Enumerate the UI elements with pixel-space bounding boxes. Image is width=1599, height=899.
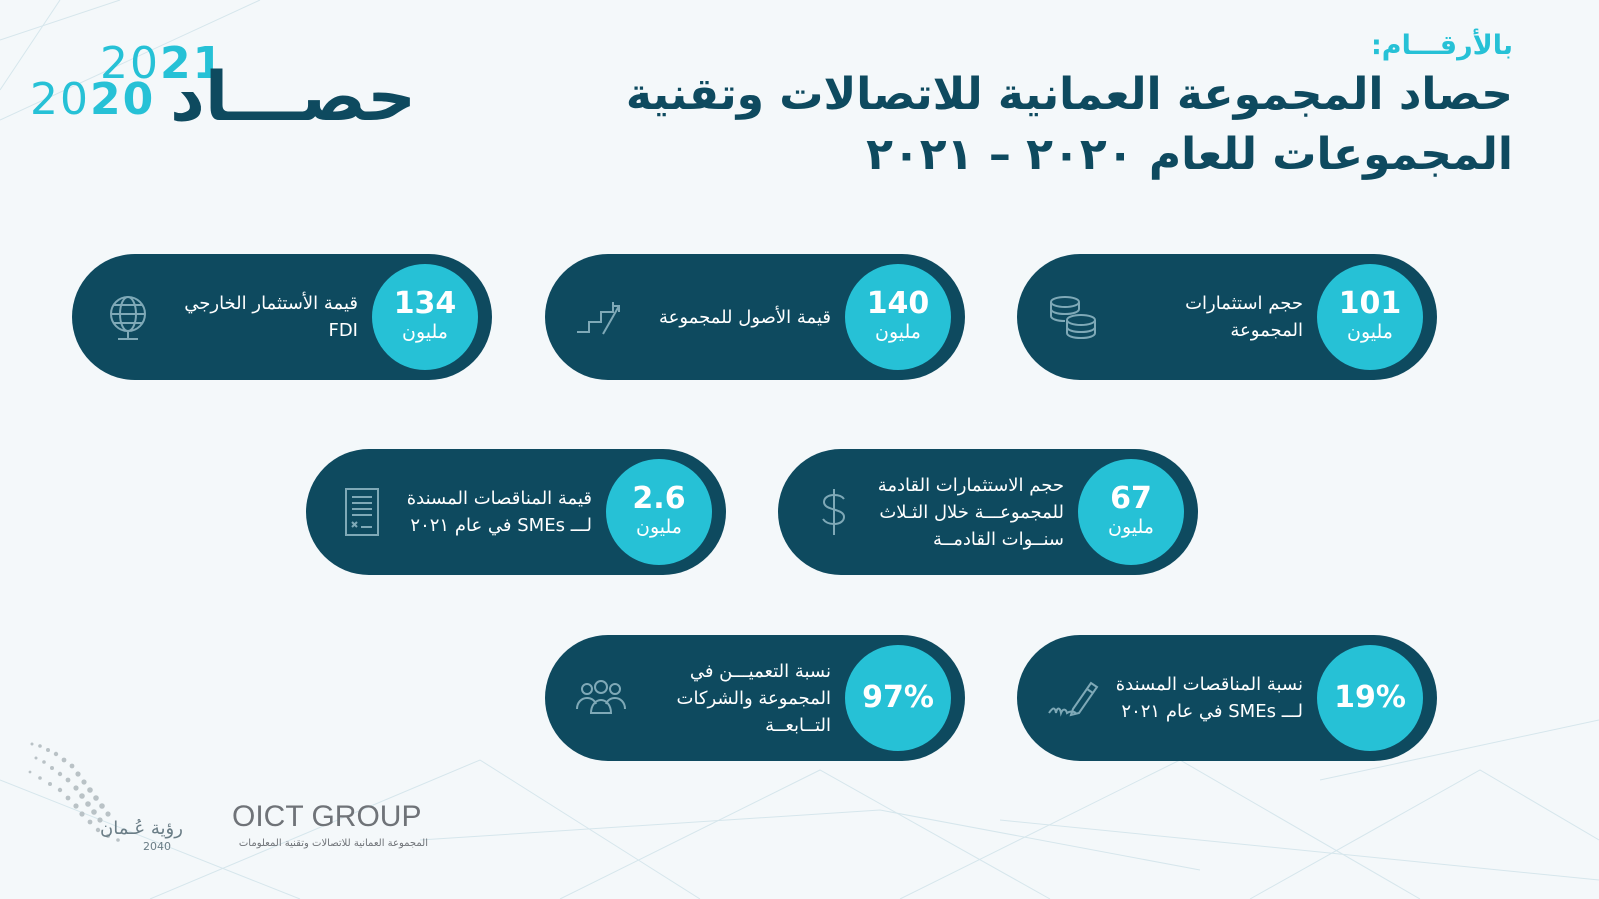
stat-circle: 134 مليون	[372, 264, 478, 370]
logo-word: حصـــاد	[170, 58, 417, 137]
stat-circle: 97%	[845, 645, 951, 751]
stat-circle: 67 مليون	[1078, 459, 1184, 565]
vision-year: 2040	[143, 840, 171, 853]
stat-circle: 19%	[1317, 645, 1423, 751]
stat-card-sme-tenders-value: 2.6 مليون قيمة المناقصات المسندة لـــ SM…	[306, 449, 726, 575]
stat-desc-line: المجموعة	[1230, 320, 1303, 341]
page-title-line2: المجموعات للعام ٢٠٢٠ – ٢٠٢١	[866, 129, 1513, 180]
stat-desc-line: لـــ SMEs في عام ٢٠٢١	[410, 515, 592, 536]
stat-value: 97%	[862, 680, 934, 715]
growth-stairs-icon	[573, 292, 629, 342]
page-title-line1: حصاد المجموعة العمانية للاتصالات وتقنية	[625, 69, 1513, 120]
stat-card-fdi: 134 مليون قيمة الأستثمار الخارجي FDI	[72, 254, 492, 380]
document-icon	[334, 487, 390, 537]
stat-description: حجم استثمارات المجموعة	[1073, 254, 1303, 380]
stat-description: قيمة المناقصات المسندة لـــ SMEs في عام …	[362, 449, 592, 575]
stat-value: 19%	[1334, 680, 1406, 715]
globe-icon	[100, 292, 156, 342]
stat-card-sme-tenders-ratio: 19% نسبة المناقصات المسندة لـــ SMEs في …	[1017, 635, 1437, 761]
stat-desc-line: المجموعة والشركات	[676, 687, 832, 709]
signature-pen-icon	[1045, 673, 1101, 723]
stat-desc-line: نسبة التعميـــن في	[689, 660, 831, 682]
stat-unit: مليون	[402, 321, 448, 343]
stat-value: 134	[393, 286, 457, 321]
stat-value: 140	[866, 286, 930, 321]
oman-vision-2040-logo	[28, 742, 120, 842]
stat-description: قيمة الأستثمار الخارجي FDI	[128, 254, 358, 380]
stat-desc-line: قيمة المناقصات المسندة	[406, 488, 592, 509]
company-logo-text: OICT GROUP	[232, 800, 422, 833]
stat-description: قيمة الأصول للمجموعة	[601, 254, 831, 380]
hasad-logo: 2021 2020 حصـــاد	[30, 38, 416, 148]
stat-card-upcoming-investments: 67 مليون حجم الاستثمارات القادمة للمجموع…	[778, 449, 1198, 575]
stat-value: 2.6	[632, 481, 686, 516]
stat-desc-line: حجم الاستثمارات القادمة	[877, 474, 1064, 496]
people-group-icon	[573, 673, 629, 723]
stat-unit: مليون	[1108, 516, 1154, 538]
stat-card-group-investments: 101 مليون حجم استثمارات المجموعة	[1017, 254, 1437, 380]
stat-desc-line: حجم استثمارات	[1185, 293, 1303, 314]
company-subtitle: المجموعة العمانية للاتصالات وتقنية المعل…	[238, 838, 428, 849]
stat-desc-line: قيمة الأصول للمجموعة	[658, 306, 831, 328]
logo-year-2020: 2020	[30, 74, 156, 125]
stat-desc-line: نسبة المناقصات المسندة	[1115, 674, 1303, 695]
stat-desc-line: FDI	[328, 320, 358, 341]
stat-desc-line: التــابعــة	[765, 714, 831, 736]
header-kicker: بالأرقـــام:	[1370, 30, 1513, 61]
stat-circle: 140 مليون	[845, 264, 951, 370]
stat-desc-line: للمجموعـــة خلال الثـلاث	[879, 501, 1064, 523]
stat-unit: مليون	[875, 321, 921, 343]
stat-value: 101	[1338, 286, 1402, 321]
stat-circle: 2.6 مليون	[606, 459, 712, 565]
header: بالأرقـــام: حصاد المجموعة العمانية للات…	[626, 30, 1513, 185]
stat-desc-line: لـــ SMEs في عام ٢٠٢١	[1121, 701, 1303, 722]
stat-description: نسبة المناقصات المسندة لـــ SMEs في عام …	[1073, 635, 1303, 761]
stat-unit: مليون	[636, 516, 682, 538]
stat-unit: مليون	[1347, 321, 1393, 343]
stat-description: حجم الاستثمارات القادمة للمجموعـــة خلال…	[834, 449, 1064, 575]
vision-text: رؤية عُـمان	[100, 818, 183, 839]
stat-card-group-assets: 140 مليون قيمة الأصول للمجموعة	[545, 254, 965, 380]
coins-icon	[1045, 292, 1101, 342]
logo-year-2021: 2021	[100, 38, 226, 89]
dollar-icon	[806, 487, 862, 537]
stat-card-omanisation-ratio: 97% نسبة التعميـــن في المجموعة والشركات…	[545, 635, 965, 761]
stat-value: 67	[1110, 481, 1152, 516]
stat-desc-line: سنــوات القادمــة	[933, 528, 1064, 550]
stat-desc-line: قيمة الأستثمار الخارجي	[184, 293, 358, 314]
stat-circle: 101 مليون	[1317, 264, 1423, 370]
stat-description: نسبة التعميـــن في المجموعة والشركات الت…	[601, 635, 832, 761]
